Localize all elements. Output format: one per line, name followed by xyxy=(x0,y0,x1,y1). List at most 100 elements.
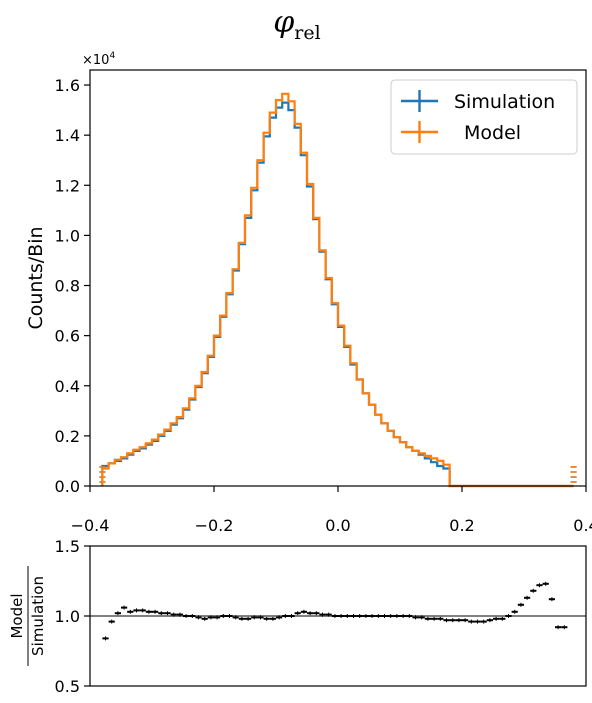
ratio-point xyxy=(356,614,363,618)
ratio-point xyxy=(251,615,258,620)
ratio-point xyxy=(294,611,301,616)
ratio-point xyxy=(517,602,524,607)
ratio-point xyxy=(381,614,388,618)
ratio-point xyxy=(486,618,493,623)
ratio-point xyxy=(393,614,400,618)
ratio-point xyxy=(325,612,332,617)
ratio-point xyxy=(455,618,462,623)
ratio-point xyxy=(480,619,487,624)
y-axis-label: Counts/Bin xyxy=(25,226,47,329)
ratio-y-axis-label: Model Simulation xyxy=(8,566,47,666)
ratio-point xyxy=(375,614,382,618)
x-tick-label: −0.2 xyxy=(195,516,234,535)
ratio-point xyxy=(269,616,276,621)
ratio-point xyxy=(276,615,283,620)
ratio-point xyxy=(121,605,128,610)
chart-title-subscript: rel xyxy=(294,22,320,44)
main-plot: 0.00.20.40.60.81.01.21.41.6 −0.4 −0.2 0.0 0… xyxy=(25,51,592,535)
ratio-point xyxy=(257,615,264,620)
ratio-point xyxy=(412,615,419,620)
histogram-model xyxy=(101,92,574,488)
ratio-point xyxy=(164,611,171,616)
ratio-point xyxy=(145,609,152,614)
ratio-point xyxy=(462,618,469,623)
ratio-point xyxy=(195,615,202,620)
y-axis-ticks: 0.0 0.2 0.4 0.6 0.8 1.0 1.2 1.4 1.6 xyxy=(55,76,90,496)
ratio-point xyxy=(387,614,394,618)
ratio-point xyxy=(437,616,444,621)
ratio-point xyxy=(263,616,270,621)
ratio-point xyxy=(282,614,289,618)
ratio-point xyxy=(152,609,159,614)
ratio-point xyxy=(406,614,413,618)
y-tick-label: 0.4 xyxy=(55,377,80,396)
ratio-point xyxy=(183,614,190,618)
ratio-point xyxy=(102,636,109,641)
ratio-point xyxy=(331,614,338,618)
ratio-point xyxy=(170,612,177,617)
ratio-point xyxy=(158,611,165,616)
ratio-point xyxy=(431,616,438,621)
y-tick-label: 1.0 xyxy=(55,226,80,245)
x-tick-label: 0.0 xyxy=(325,516,350,535)
ratio-point xyxy=(418,615,425,620)
ratio-point xyxy=(207,615,214,620)
ratio-point xyxy=(319,612,326,617)
ratio-point xyxy=(561,625,568,630)
histogram-simulation xyxy=(101,101,574,488)
ratio-point xyxy=(108,619,115,624)
legend-item-model: Model xyxy=(401,121,521,144)
ratio-point xyxy=(214,615,221,620)
ratio-point xyxy=(288,614,295,618)
ratio-point xyxy=(542,581,549,586)
histogram-series xyxy=(99,92,577,488)
ratio-point xyxy=(548,597,555,602)
ratio-point xyxy=(530,588,537,593)
ratio-point xyxy=(555,625,562,630)
y-multiplier: ×104 xyxy=(82,51,115,68)
y-tick-label: 1.2 xyxy=(55,176,80,195)
legend: Simulation Model xyxy=(390,79,578,155)
ratio-point xyxy=(400,614,407,618)
ratio-y-axis-ticks: 0.5 1.0 1.5 xyxy=(55,537,90,696)
ratio-point xyxy=(524,595,531,600)
ratio-point xyxy=(232,615,239,620)
ratio-point xyxy=(307,611,314,616)
ratio-point xyxy=(338,614,345,618)
ratio-point xyxy=(226,614,233,618)
ratio-point xyxy=(344,614,351,618)
ratio-point xyxy=(499,616,506,621)
ratio-point xyxy=(245,616,252,621)
ratio-label-numerator: Model xyxy=(8,593,26,638)
chart-title: φrel xyxy=(273,5,320,44)
y-tick-label: 1.4 xyxy=(55,126,80,145)
ratio-point xyxy=(449,618,456,623)
ratio-point xyxy=(176,612,183,617)
ratio-plot: 0.5 1.0 1.5 Model Simulation xyxy=(8,537,587,696)
legend-label-model: Model xyxy=(464,122,521,144)
y-tick-label: 0.2 xyxy=(55,427,80,446)
y-tick-label: 0.0 xyxy=(55,477,80,496)
ratio-point xyxy=(313,611,320,616)
ratio-point xyxy=(300,609,307,614)
ratio-y-tick-label: 0.5 xyxy=(55,677,80,696)
ratio-point xyxy=(468,619,475,624)
ratio-point xyxy=(511,609,518,614)
x-tick-label: −0.4 xyxy=(71,516,110,535)
y-tick-label: 0.6 xyxy=(55,327,80,346)
ratio-y-tick-label: 1.0 xyxy=(55,607,80,626)
chart-title-symbol: φ xyxy=(273,5,294,40)
y-tick-label: 0.8 xyxy=(55,277,80,296)
ratio-y-tick-label: 1.5 xyxy=(55,537,80,556)
ratio-point xyxy=(424,616,431,621)
ratio-point xyxy=(443,618,450,623)
ratio-point xyxy=(127,609,134,614)
ratio-point xyxy=(133,608,140,613)
ratio-point xyxy=(536,583,543,588)
ratio-point xyxy=(201,616,208,621)
ratio-point xyxy=(238,616,245,621)
ratio-point xyxy=(369,614,376,618)
ratio-point xyxy=(350,614,357,618)
ratio-point xyxy=(362,614,369,618)
